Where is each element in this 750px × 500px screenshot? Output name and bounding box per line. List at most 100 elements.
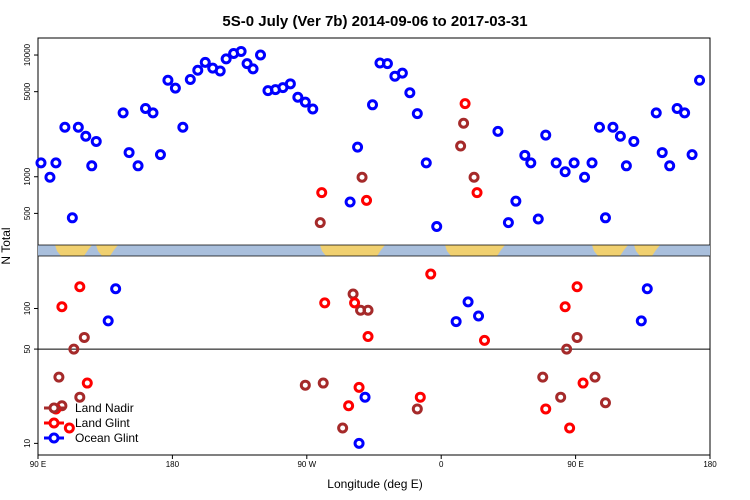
y-tick-label: 50: [23, 344, 32, 353]
land-africa: [445, 245, 505, 256]
ocean-glint-point: [628, 135, 640, 147]
land-glint-point: [343, 400, 355, 412]
ocean-glint-point: [525, 157, 537, 169]
x-tick-label: 90 E: [567, 460, 583, 469]
ocean-glint-point: [431, 221, 443, 233]
ocean-glint-point: [86, 160, 98, 172]
land-se-asia: [55, 245, 92, 256]
land-glint-point: [559, 301, 571, 313]
ocean-glint-point: [177, 121, 189, 133]
ocean-glint-point: [550, 157, 562, 169]
ocean-glint-point: [184, 73, 196, 85]
y-tick-label: 500: [23, 206, 32, 220]
ocean-glint-point: [492, 125, 504, 137]
y-axis-label: N Total: [0, 227, 13, 264]
x-tick-label: 90 W: [297, 460, 316, 469]
land-glint-point: [459, 98, 471, 110]
land-glint-point: [349, 297, 361, 309]
land-indonesia-repeat: [634, 245, 660, 256]
legend-marker: [48, 432, 60, 444]
land-nadir-point: [555, 391, 567, 403]
ocean-glint-point: [510, 195, 522, 207]
legend-item-land-glint: Land Glint: [44, 416, 130, 430]
ocean-glint-point: [117, 107, 129, 119]
ocean-glint-point: [559, 166, 571, 178]
ocean-glint-point: [519, 149, 531, 161]
ocean-glint-point: [255, 49, 267, 61]
ocean-glint-point: [123, 147, 135, 159]
ocean-glint-point: [450, 316, 462, 328]
land-nadir-point: [589, 371, 601, 383]
ocean-glint-point: [599, 212, 611, 224]
ocean-glint-point: [307, 103, 319, 115]
ocean-glint-point: [102, 315, 114, 327]
ocean-glint-point: [220, 53, 232, 65]
ocean-glint-point: [686, 149, 698, 161]
land-glint-point: [414, 391, 426, 403]
ocean-glint-point: [568, 157, 580, 169]
y-tick-label: 100: [23, 301, 32, 315]
ocean-glint-point: [35, 157, 47, 169]
ocean-glint-point: [540, 129, 552, 141]
ocean-glint-point: [614, 130, 626, 142]
ocean-glint-point: [66, 212, 78, 224]
land-nadir-point: [299, 379, 311, 391]
ocean-glint-point: [154, 149, 166, 161]
ocean-glint-point: [411, 108, 423, 120]
series-ocean-glint: [35, 45, 706, 449]
land-nadir-point: [537, 371, 549, 383]
land-nadir-point: [53, 371, 65, 383]
land-glint-point: [577, 377, 589, 389]
ocean-glint-point: [132, 160, 144, 172]
x-tick-label: 0: [439, 460, 444, 469]
land-glint-point: [540, 403, 552, 415]
ocean-glint-point: [462, 296, 474, 308]
ocean-glint-point: [635, 315, 647, 327]
land-glint-point: [63, 422, 75, 434]
ocean-glint-point: [235, 45, 247, 57]
ocean-glint-point: [579, 171, 591, 183]
ocean-glint-point: [620, 160, 632, 172]
ocean-glint-point: [59, 121, 71, 133]
ocean-glint-point: [473, 310, 485, 322]
land-glint-point: [56, 301, 68, 313]
x-tick-label: 180: [166, 460, 180, 469]
land-glint-point: [319, 297, 331, 309]
legend-item-ocean-glint: Ocean Glint: [44, 431, 139, 445]
ocean-glint-point: [140, 102, 152, 114]
land-glint-point: [74, 281, 86, 293]
land-indonesia: [96, 245, 118, 256]
legend-label: Land Nadir: [75, 401, 134, 415]
ocean-glint-point: [650, 107, 662, 119]
ocean-glint-point: [607, 121, 619, 133]
ocean-glint-point: [214, 65, 226, 77]
ocean-glint-point: [679, 107, 691, 119]
ocean-glint-point: [352, 141, 364, 153]
land-se-asia-repeat: [592, 245, 628, 256]
land-nadir-point: [355, 304, 367, 316]
land-nadir-point: [458, 117, 470, 129]
legend-marker: [48, 417, 60, 429]
land-glint-point: [571, 281, 583, 293]
ocean-glint-point: [199, 56, 211, 68]
land-glint-point: [81, 377, 93, 389]
ocean-glint-point: [44, 171, 56, 183]
land-nadir-point: [78, 331, 90, 343]
x-tick-label: 180: [703, 460, 717, 469]
x-tick-label: 90 E: [30, 460, 46, 469]
land-nadir-point: [571, 331, 583, 343]
ocean-glint-point: [241, 58, 253, 70]
land-nadir-point: [468, 171, 480, 183]
ocean-glint-point: [359, 391, 371, 403]
ocean-glint-point: [247, 63, 259, 75]
x-axis-label: Longitude (deg E): [327, 477, 422, 491]
land-glint-point: [425, 268, 437, 280]
ocean-glint-point: [656, 147, 668, 159]
ocean-glint-point: [502, 217, 514, 229]
land-nadir-point: [314, 217, 326, 229]
legend-label: Ocean Glint: [75, 431, 139, 445]
legend-label: Land Glint: [75, 416, 130, 430]
ocean-glint-point: [162, 74, 174, 86]
land-nadir-point: [599, 397, 611, 409]
